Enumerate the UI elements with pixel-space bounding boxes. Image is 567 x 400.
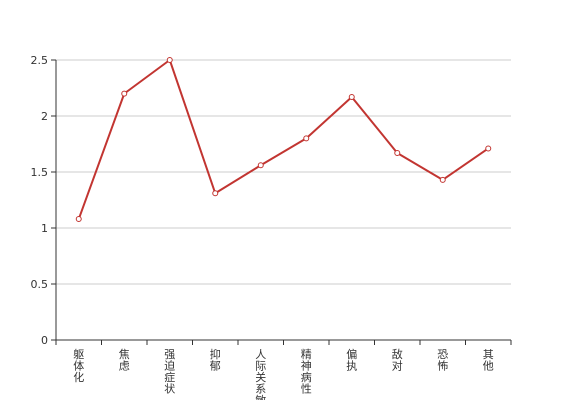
series-line	[77, 59, 489, 220]
x-tick-label: 抑郁	[210, 347, 221, 373]
y-axis-ticks: 0 0.5 1 1.5 2 2.5	[31, 54, 56, 347]
x-tick-label: 敌对	[392, 347, 403, 373]
data-point	[257, 162, 264, 169]
data-point	[166, 57, 173, 63]
data-point	[394, 149, 401, 156]
axes	[55, 60, 511, 341]
x-tick-label: 恐怖	[437, 348, 448, 373]
y-tick-label: 2.5	[31, 54, 49, 67]
data-point	[75, 216, 82, 223]
y-tick-label: 1.5	[31, 166, 49, 179]
data-point	[121, 90, 128, 97]
y-tick-label: 0	[41, 334, 48, 347]
x-axis-ticks: 躯体化 焦虑 强迫症状 抑郁 人际关系敏感 精神病性 偏执 敌对 恐怖 其他	[55, 340, 512, 400]
data-point	[212, 190, 219, 197]
series-0	[75, 57, 492, 223]
x-tick-label: 躯体化	[73, 348, 84, 384]
x-tick-label: 精神病性	[301, 348, 312, 396]
y-tick-label: 1	[41, 222, 48, 235]
data-point	[348, 93, 355, 100]
x-tick-label: 强迫症状	[164, 348, 175, 396]
x-tick-label: 偏执	[346, 347, 357, 373]
x-tick-label: 其他	[483, 348, 494, 373]
data-point	[439, 176, 446, 183]
x-tick-label: 焦虑	[119, 348, 130, 373]
data-point	[303, 135, 310, 142]
y-tick-label: 0.5	[31, 278, 49, 291]
x-tick-label: 人际关系敏感	[255, 348, 266, 400]
gridlines	[56, 59, 511, 285]
y-tick-label: 2	[41, 110, 48, 123]
data-point	[485, 145, 492, 152]
